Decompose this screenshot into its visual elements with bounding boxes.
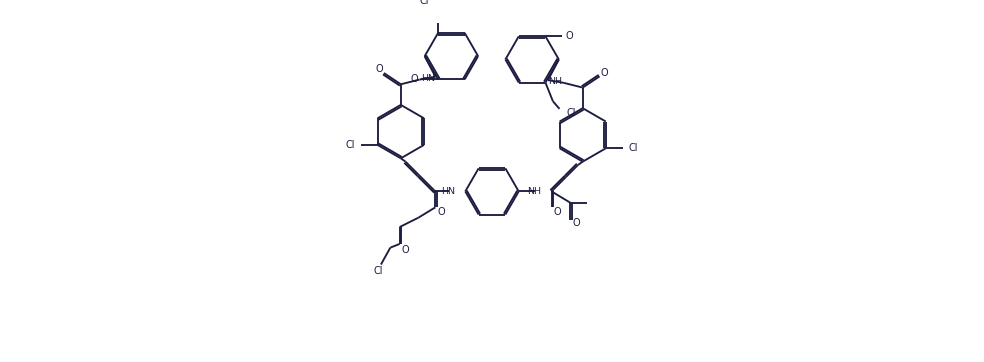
Text: HN: HN — [421, 74, 435, 83]
Text: O: O — [553, 207, 561, 217]
Text: O: O — [437, 207, 445, 217]
Text: O: O — [600, 68, 608, 77]
Text: O: O — [376, 64, 383, 74]
Text: NH: NH — [527, 187, 541, 196]
Text: HN: HN — [441, 187, 455, 196]
Text: O: O — [565, 31, 573, 41]
Text: NH: NH — [548, 77, 562, 87]
Text: Cl: Cl — [629, 143, 638, 153]
Text: Cl: Cl — [345, 140, 355, 150]
Text: Cl: Cl — [566, 108, 576, 118]
Text: Cl: Cl — [419, 0, 429, 6]
Text: Cl: Cl — [373, 266, 383, 276]
Text: O: O — [410, 74, 418, 84]
Text: O: O — [401, 244, 409, 254]
Text: O: O — [572, 218, 580, 228]
